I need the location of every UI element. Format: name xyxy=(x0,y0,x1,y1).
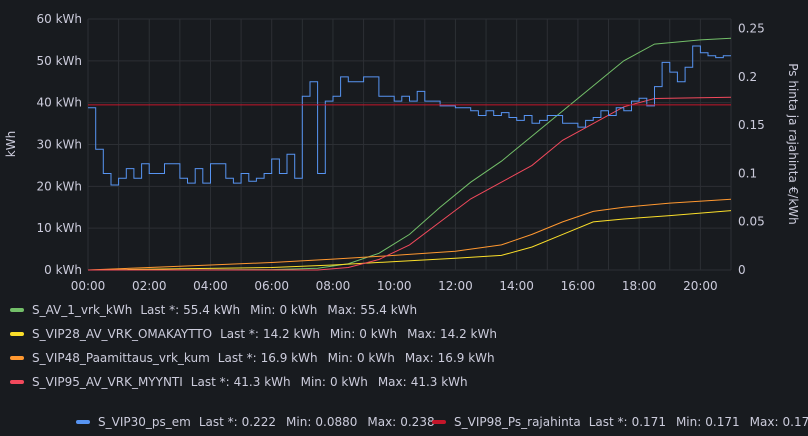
x-tick-label: 20:00 xyxy=(683,279,718,293)
x-tick-label: 18:00 xyxy=(622,279,657,293)
legend-stat-value-min: 0 kWh xyxy=(329,375,368,389)
x-tick-label: 00:00 xyxy=(71,279,106,293)
legend-series-name: S_AV_1_vrk_kWh xyxy=(32,303,133,317)
series-lines xyxy=(87,37,732,271)
legend-stat-label-last: Last *: xyxy=(217,351,257,365)
x-tick-label: 02:00 xyxy=(132,279,167,293)
y-right-tick-label: 0.05 xyxy=(738,215,765,229)
y-left-tick-label: 10 kWh xyxy=(36,221,82,235)
legend-swatch xyxy=(10,308,24,312)
legend-stat-label-min: Min: xyxy=(327,351,353,365)
x-tick-label: 10:00 xyxy=(377,279,412,293)
legend-series-name: S_VIP98_Ps_rajahinta xyxy=(454,415,581,429)
legend-stat-label-min: Min: xyxy=(675,415,702,429)
y-left-tick-label: 50 kWh xyxy=(36,54,82,68)
legend-stat-value-max: 16.9 kWh xyxy=(437,351,495,365)
legend-item[interactable]: S_VIP98_Ps_rajahinta Last *: 0.171 Min: 0.17… xyxy=(432,415,808,429)
legend-stat-label-last: Last *: xyxy=(198,415,238,429)
legend-stat-value-max: 14.2 kWh xyxy=(440,327,497,341)
legend-stat-value-last: 16.9 kWh xyxy=(260,351,318,365)
legend-stat-value-last: 0.171 xyxy=(631,415,666,429)
legend-stat-value-min: 0 kWh xyxy=(359,327,398,341)
legend-item[interactable]: S_VIP28_AV_VRK_OMAKAYTTO Last *: 14.2 kWh M… xyxy=(10,327,507,341)
legend-stat-label-last: Last *: xyxy=(140,303,180,317)
legend-stat-value-last: 14.2 kWh xyxy=(262,327,320,341)
legend-stat-label-last: Last *: xyxy=(190,375,230,389)
series-line-s-vip95-av-vrk-myynti xyxy=(88,96,732,271)
legend-stat-label-max: Max: xyxy=(407,327,436,341)
legend-stat-label-max: Max: xyxy=(327,303,357,317)
legend-stat-label-max: Max: xyxy=(404,351,434,365)
series-line-s-av-1-vrk-kwh xyxy=(88,37,732,271)
legend-series-name: S_VIP48_Paamittaus_vrk_kum xyxy=(32,351,210,365)
legend-stat-value-min: 0 kWh xyxy=(279,303,318,317)
legend-stat-value-max: 55.4 kWh xyxy=(360,303,418,317)
legend-stat-label-min: Min: xyxy=(329,327,356,341)
series-line-s-vip30-ps-em xyxy=(88,45,731,186)
legend-stat-label-min: Min: xyxy=(286,415,312,429)
series-line-s-vip28-av-vrk-omakaytto xyxy=(87,210,732,271)
x-tick-label: 12:00 xyxy=(438,279,473,293)
legend-stat-value-max: 0.238 xyxy=(400,415,435,429)
y-right-tick-label: 0.1 xyxy=(738,166,757,180)
y-left-tick-label: 40 kWh xyxy=(36,96,82,110)
y-left-tick-label: 60 kWh xyxy=(36,12,82,26)
legend-series-name: S_VIP28_AV_VRK_OMAKAYTTO xyxy=(32,327,213,341)
legend-stat-label-max: Max: xyxy=(367,415,397,429)
legend-stat-label-min: Min: xyxy=(300,375,326,389)
legend-series-name: S_VIP30_ps_em xyxy=(98,415,191,429)
legend-item[interactable]: S_AV_1_vrk_kWh Last *: 55.4 kWh Min: 0 kWh Ma… xyxy=(10,303,427,317)
legend-stat-value-min: 0.0880 xyxy=(315,415,358,429)
legend-item[interactable]: S_VIP48_Paamittaus_vrk_kum Last *: 16.9 kW… xyxy=(10,351,505,365)
legend-stat-label-max: Max: xyxy=(749,415,779,429)
y-left-tick-label: 0 kWh xyxy=(44,263,82,277)
y-right-tick-label: 0.25 xyxy=(738,22,765,36)
legend-stat-value-last: 0.222 xyxy=(241,415,277,429)
series-line-s-vip48-paamittaus-vrk-kum xyxy=(87,198,732,271)
y-axis-right-label: Ps hinta ja rajahinta €/kWh xyxy=(786,63,800,225)
grid xyxy=(87,18,732,271)
legend-item[interactable]: S_VIP30_ps_em Last *: 0.222 Min: 0.0880 Max: 0… xyxy=(76,415,445,429)
legend-swatch xyxy=(76,420,90,424)
legend-stat-value-min: 0 kWh xyxy=(356,351,395,365)
y-right-tick-label: 0.15 xyxy=(738,118,765,132)
legend-swatch xyxy=(10,332,24,336)
legend-stat-label-min: Min: xyxy=(250,303,276,317)
legend-stat-value-max: 41.3 kWh xyxy=(410,375,468,389)
x-tick-label: 14:00 xyxy=(499,279,534,293)
y-right-tick-label: 0.2 xyxy=(738,70,757,84)
legend-stat-value-last: 41.3 kWh xyxy=(233,375,291,389)
legend-stat-label-last: Last *: xyxy=(220,327,259,341)
axis-ticks: 00:00 02:00 04:00 06:00 08:00 10:00 12:00 14:00… xyxy=(36,12,764,293)
y-left-tick-label: 20 kWh xyxy=(36,179,82,193)
x-tick-label: 16:00 xyxy=(561,279,596,293)
x-tick-label: 04:00 xyxy=(193,279,228,293)
legend-item[interactable]: S_VIP95_AV_VRK_MYYNTI Last *: 41.3 kWh Min:… xyxy=(10,375,478,389)
legend-stat-value-max: 0.171 xyxy=(782,415,808,429)
x-tick-label: 06:00 xyxy=(254,279,289,293)
legend-stat-label-last: Last *: xyxy=(588,415,628,429)
legend-series-name: S_VIP95_AV_VRK_MYYNTI xyxy=(32,375,183,389)
legend-stat-value-min: 0.171 xyxy=(705,415,740,429)
legend-swatch xyxy=(10,380,24,384)
y-left-tick-label: 30 kWh xyxy=(36,138,82,152)
legend-stat-label-max: Max: xyxy=(377,375,407,389)
legend-stat-value-last: 55.4 kWh xyxy=(183,303,241,317)
y-right-tick-label: 0 xyxy=(738,263,746,277)
y-axis-left-label: kWh xyxy=(4,131,18,157)
legend-swatch xyxy=(10,356,24,360)
legend-swatch xyxy=(432,420,446,424)
x-tick-label: 08:00 xyxy=(316,279,351,293)
